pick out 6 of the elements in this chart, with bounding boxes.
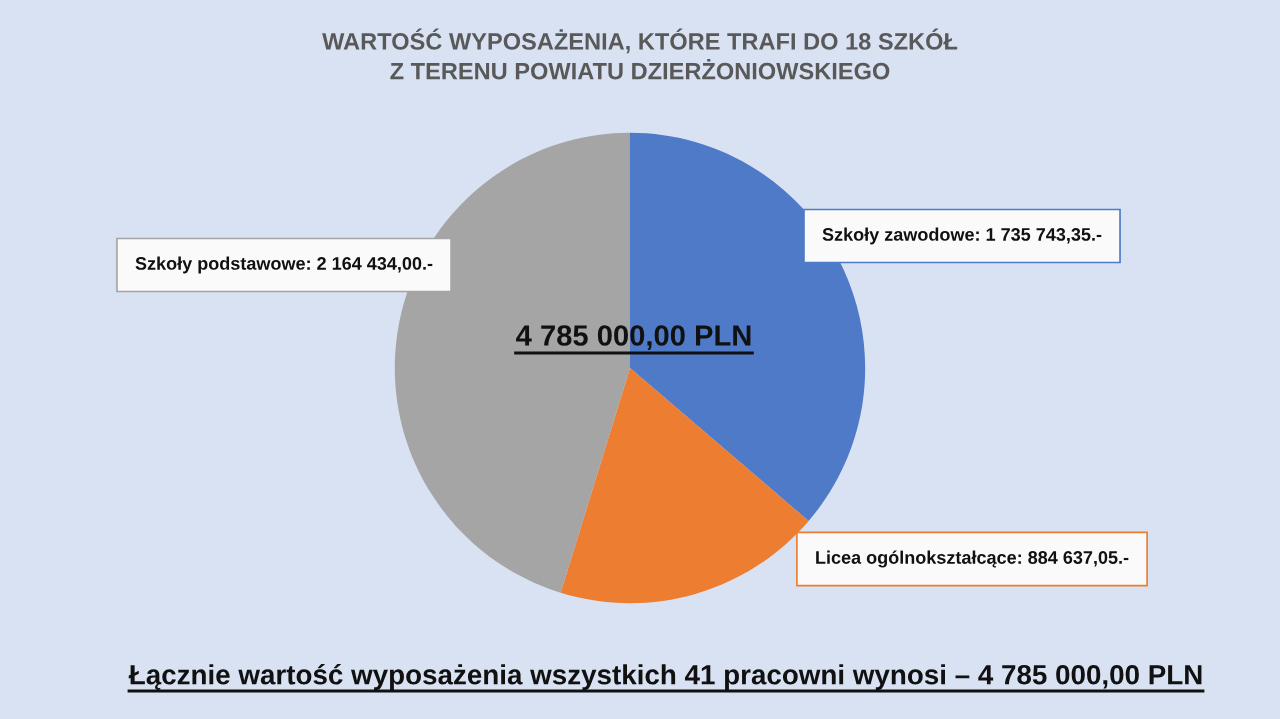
- slice-label: Szkoły podstawowe: 2 164 434,00.-: [135, 256, 433, 274]
- chart-title: WARTOŚĆ WYPOSAŻENIA, KTÓRE TRAFI DO 18 SZKÓŁ Z TERENU POWIATU DZIERŻONIOWSKIEGO: [322, 28, 958, 80]
- text: 4 785 000,00 PLN: [516, 325, 751, 351]
- slice-label: Szkoły zawodowe: 1 735 743,35.-: [822, 227, 1102, 245]
- slice-label: Licea ogólnokształcące: 884 637,05.-: [816, 550, 1129, 568]
- text: Łącznie wartość wyposażenia wszystkich 41 pracowni wynosi – 4 785 000,00 PLN: [128, 663, 1202, 691]
